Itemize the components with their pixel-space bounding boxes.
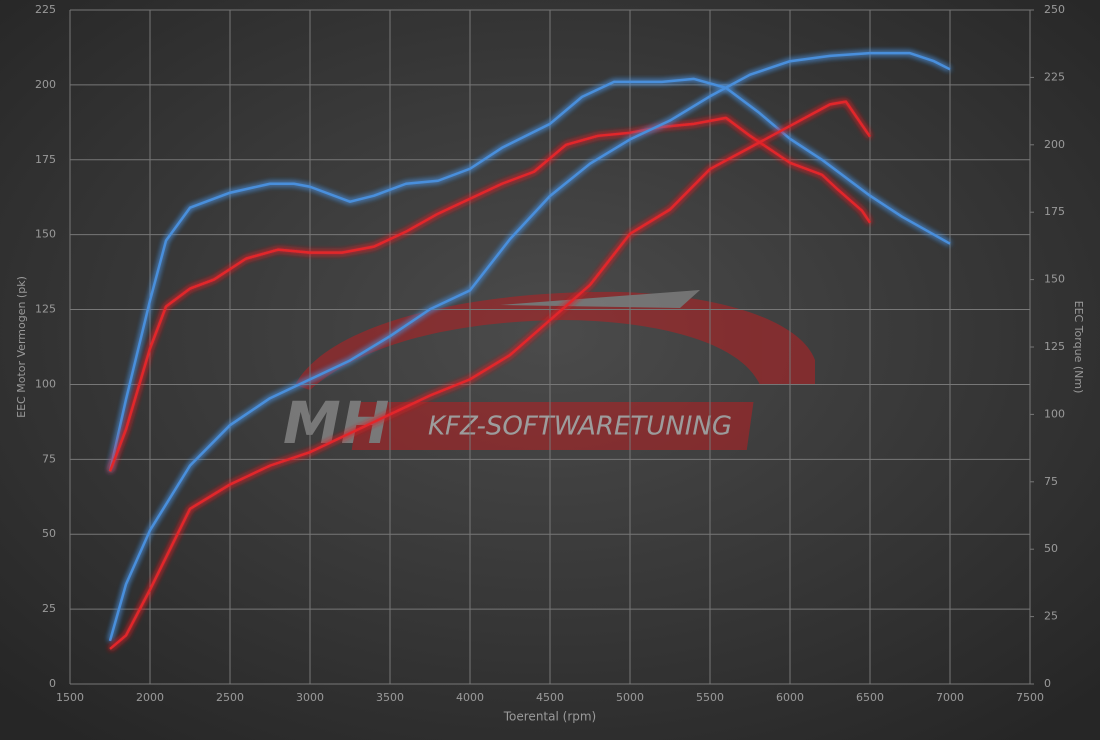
- logo-arc: [295, 291, 815, 390]
- y-tick-label: 150: [35, 228, 56, 241]
- x-tick-label: 4000: [456, 691, 484, 704]
- y-tick-label: 100: [35, 377, 56, 390]
- watermark: MH KFZ-SOFTWARETUNING: [283, 290, 815, 457]
- grid: [69, 9, 1031, 685]
- y-axis-label: EEC Motor Vermogen (pk): [15, 276, 28, 418]
- y2-tick-label: 200: [1044, 138, 1065, 151]
- y2-tick-label: 25: [1044, 610, 1058, 623]
- x-tick-label: 5000: [616, 691, 644, 704]
- y-tick-label: 175: [35, 153, 56, 166]
- y-tick-label: 50: [42, 527, 56, 540]
- series-line: [108, 116, 872, 472]
- y2-tick-label: 0: [1044, 677, 1051, 690]
- x-tick-label: 3000: [296, 691, 324, 704]
- y2-tick-label: 175: [1044, 205, 1065, 218]
- x-tick-label: 6000: [776, 691, 804, 704]
- y2-tick-label: 225: [1044, 70, 1065, 83]
- y-tick-label: 225: [35, 3, 56, 16]
- series-line: [108, 77, 951, 472]
- y2-tick-label: 50: [1044, 542, 1058, 555]
- x-tick-label: 7000: [936, 691, 964, 704]
- y-tick-label: 0: [49, 677, 56, 690]
- x-tick-label: 2000: [136, 691, 164, 704]
- x-tick-label: 4500: [536, 691, 564, 704]
- series-line: [109, 100, 872, 650]
- x-axis-label: Toerental (rpm): [503, 710, 596, 724]
- logo-text: KFZ-SOFTWARETUNING: [428, 412, 732, 442]
- y-tick-label: 75: [42, 452, 56, 465]
- y-tick-label: 200: [35, 78, 56, 91]
- y2-tick-label: 125: [1044, 340, 1065, 353]
- x-tick-label: 2500: [216, 691, 244, 704]
- x-tick-label: 7500: [1016, 691, 1044, 704]
- y-tick-label: 125: [35, 303, 56, 316]
- series-line: [108, 51, 951, 642]
- x-tick-label: 5500: [696, 691, 724, 704]
- x-tick-label: 6500: [856, 691, 884, 704]
- y2-tick-label: 150: [1044, 273, 1065, 286]
- y2-tick-label: 75: [1044, 475, 1058, 488]
- y2-tick-label: 250: [1044, 3, 1065, 16]
- y2-tick-label: 100: [1044, 407, 1065, 420]
- x-tick-label: 1500: [56, 691, 84, 704]
- y2-axis-label: EEC Torque (Nm): [1072, 301, 1085, 394]
- lines: [108, 51, 951, 650]
- logo-box: [351, 402, 754, 450]
- x-tick-label: 3500: [376, 691, 404, 704]
- y-tick-label: 25: [42, 602, 56, 615]
- ticks: 1500 2000 2500 3000 3500 4000 4500 5000 5500 6000…: [35, 3, 1065, 704]
